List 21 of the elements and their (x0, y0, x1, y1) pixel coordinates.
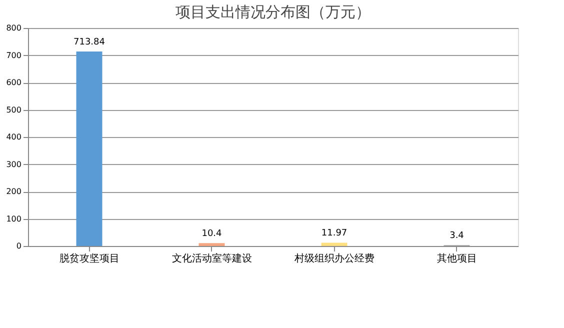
y-tick-label: 600 (6, 78, 22, 87)
y-tick-label: 100 (6, 214, 22, 224)
x-tick-label: 文化活动室等建设 (172, 252, 252, 264)
y-tick-label: 300 (6, 160, 22, 169)
y-tick-label: 0 (16, 242, 22, 250)
x-tick-label: 村级组织办公经费 (293, 252, 374, 264)
x-tick-label: 脱贫攻坚项目 (59, 252, 120, 264)
data-label: 11.97 (321, 228, 348, 239)
y-tick-label: 200 (6, 187, 22, 196)
y-tick-label: 800 (6, 24, 22, 32)
chart-title: 项目支出情况分布图（万元） (176, 3, 370, 21)
data-label: 713.84 (74, 37, 106, 48)
x-tick-label: 其他项目 (436, 252, 477, 264)
bar (321, 242, 348, 246)
bar (198, 243, 225, 246)
data-label: 10.4 (202, 229, 222, 240)
bar (76, 51, 102, 246)
data-label: 3.4 (450, 231, 464, 242)
y-tick-label: 700 (6, 50, 22, 60)
y-tick-label: 500 (6, 105, 22, 114)
y-tick-label: 400 (6, 132, 22, 142)
